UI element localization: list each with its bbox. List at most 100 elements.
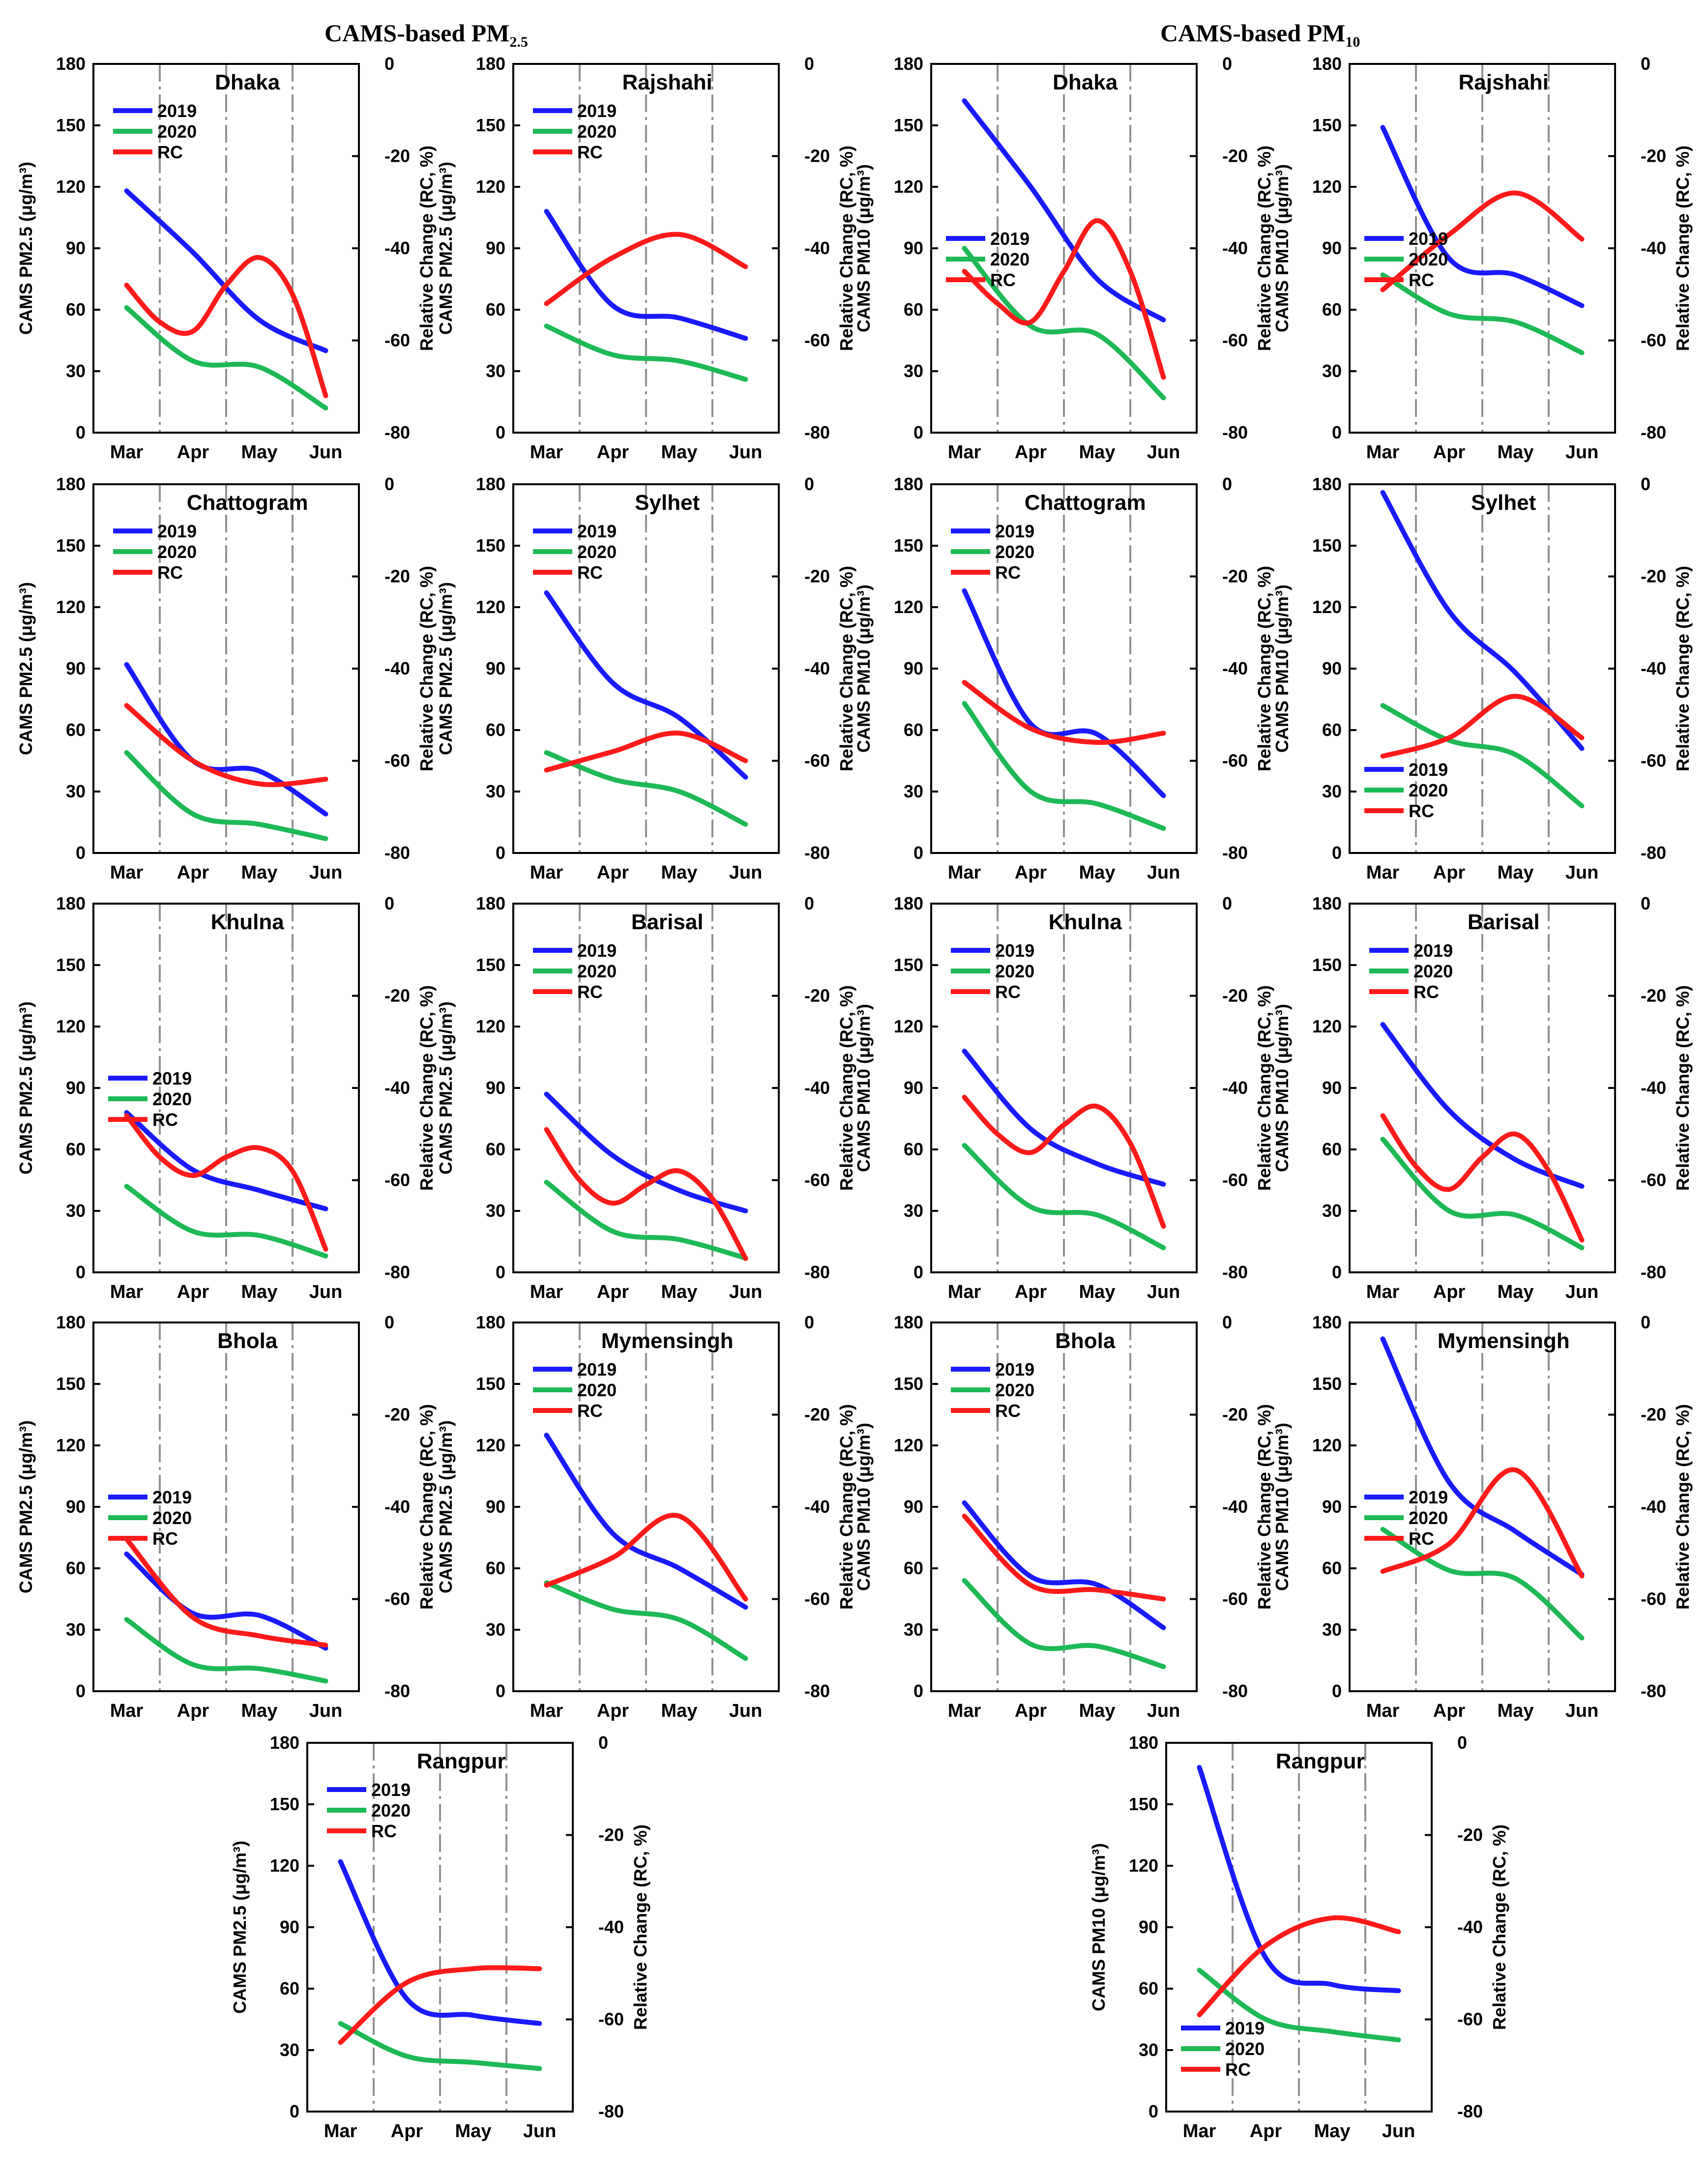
- legend-label: 2020: [157, 121, 197, 142]
- left-tick-label: 120: [56, 1016, 86, 1036]
- right-tick-label: 0: [384, 474, 394, 494]
- series-line-2019: [338, 1859, 542, 2026]
- left-tick-label: 120: [476, 1016, 505, 1036]
- x-tick-label: Mar: [110, 1701, 144, 1721]
- legend-label: 2020: [577, 1380, 617, 1400]
- left-tick-label: 0: [913, 843, 923, 863]
- x-tick-label: Mar: [948, 1282, 981, 1302]
- series-line-rc: [544, 232, 748, 306]
- chart-panel-chattogram-pm25: 0 30 60 90 120 150 180 0 -20 -40 -60 -80 Mar Apr May Ju…: [16, 474, 437, 883]
- left-tick-label: 30: [904, 1619, 923, 1640]
- series-line-rc: [962, 680, 1166, 745]
- right-tick-label: -80: [1222, 422, 1248, 442]
- left-tick-label: 90: [66, 238, 86, 258]
- left-tick-label: 0: [1332, 1262, 1342, 1282]
- left-tick-label: 180: [56, 893, 86, 913]
- right-tick-label: -20: [1222, 986, 1248, 1006]
- right-tick-label: -40: [384, 1497, 410, 1517]
- right-tick-label: -80: [1457, 2101, 1483, 2121]
- chart-panel-sylhet-pm25: 0 30 60 90 120 150 180 0 -20 -40 -60 -80 Mar Apr May Ju…: [436, 474, 856, 883]
- chart-title: Bhola: [1055, 1329, 1116, 1353]
- left-tick-label: 150: [270, 1794, 299, 1814]
- series-line-2019: [1380, 125, 1585, 308]
- legend-label: 2019: [995, 1359, 1034, 1380]
- chart-panel-rangpur-pm10: 0 30 60 90 120 150 180 0 -20 -40 -60 -80 Mar Apr May Ju…: [1089, 1733, 1509, 2142]
- x-tick-label: Apr: [1015, 1282, 1047, 1302]
- series-line-2020: [544, 323, 748, 382]
- left-tick-label: 180: [1312, 54, 1342, 74]
- left-tick-label: 90: [904, 238, 923, 258]
- legend-label: 2019: [152, 1487, 192, 1507]
- legend-label: 2019: [1225, 2018, 1265, 2038]
- x-tick-label: Apr: [177, 862, 209, 883]
- right-tick-label: 0: [1222, 1312, 1232, 1332]
- legend-label: 2020: [1225, 2039, 1265, 2059]
- left-tick-label: 30: [66, 1619, 86, 1640]
- legend-label: 2019: [1409, 229, 1448, 249]
- right-tick-label: 0: [1222, 54, 1232, 74]
- y2-axis-title: Relative Change (RC, %): [836, 146, 856, 351]
- right-tick-label: -80: [804, 1262, 830, 1282]
- right-tick-label: -60: [804, 1589, 830, 1609]
- left-tick-label: 180: [476, 474, 505, 494]
- pm10-header-text: CAMS-based PM: [1160, 19, 1346, 47]
- left-tick-label: 60: [486, 1558, 505, 1578]
- pm25-header-text: CAMS-based PM: [324, 19, 510, 47]
- series-line-2019: [124, 662, 328, 817]
- y-axis-title: CAMS PM10 (μg/m³): [1089, 1843, 1109, 2011]
- right-tick-label: -40: [1641, 1078, 1666, 1098]
- left-tick-label: 90: [486, 238, 505, 258]
- chart-title: Mymensingh: [1438, 1329, 1570, 1353]
- left-tick-label: 150: [56, 955, 86, 975]
- left-tick-label: 120: [1312, 176, 1342, 197]
- legend-label: RC: [152, 1110, 178, 1130]
- series-line-2019: [544, 209, 748, 341]
- right-tick-label: -60: [598, 2009, 624, 2029]
- series-line-2020: [124, 750, 328, 841]
- right-tick-label: -20: [1222, 146, 1248, 166]
- right-tick-label: -60: [1457, 2009, 1483, 2029]
- left-tick-label: 120: [894, 597, 923, 617]
- legend-label: RC: [995, 1401, 1021, 1421]
- y2-axis-title: Relative Change (RC, %): [1673, 146, 1693, 351]
- x-tick-label: Jun: [1147, 442, 1180, 463]
- series-line-2020: [1197, 1968, 1401, 2043]
- right-tick-label: -60: [384, 1589, 410, 1609]
- right-tick-label: -40: [804, 658, 830, 678]
- y2-axis-title: Relative Change (RC, %): [630, 1824, 650, 2030]
- chart-panel-rajshahi-pm10: 0 30 60 90 120 150 180 0 -20 -40 -60 -80 Mar Apr May Ju…: [1272, 54, 1693, 463]
- legend-label: 2020: [577, 542, 617, 562]
- right-tick-label: -20: [384, 566, 410, 587]
- left-tick-label: 0: [1148, 2101, 1158, 2121]
- series-line-rc: [124, 1113, 328, 1252]
- left-tick-label: 30: [486, 1201, 505, 1221]
- series-line-2020: [1380, 1137, 1585, 1250]
- right-tick-label: -40: [804, 1078, 830, 1098]
- left-tick-label: 60: [904, 720, 923, 740]
- legend-label: RC: [1409, 1528, 1434, 1549]
- right-tick-label: -20: [804, 986, 830, 1006]
- x-tick-label: Jun: [1565, 862, 1599, 883]
- right-tick-label: -20: [384, 146, 410, 166]
- left-tick-label: 30: [66, 1201, 86, 1221]
- legend-label: RC: [995, 562, 1021, 583]
- series-line-2019: [962, 1049, 1166, 1187]
- series-line-rc: [962, 1094, 1166, 1229]
- series-line-2019: [1197, 1765, 1401, 1994]
- right-tick-label: -40: [1641, 1497, 1666, 1517]
- left-tick-label: 180: [476, 1312, 505, 1332]
- x-tick-label: Mar: [110, 1282, 144, 1302]
- x-tick-label: Apr: [597, 862, 629, 883]
- right-tick-label: 0: [1641, 474, 1650, 494]
- series-line-2020: [124, 1617, 328, 1684]
- right-tick-label: 0: [1457, 1733, 1467, 1753]
- left-tick-label: 150: [894, 1374, 923, 1394]
- x-tick-label: May: [1498, 1282, 1534, 1302]
- left-tick-label: 120: [476, 1435, 505, 1455]
- legend-label: 2019: [577, 101, 617, 121]
- y2-axis-title: Relative Change (RC, %): [1673, 1404, 1693, 1610]
- left-tick-label: 180: [1312, 474, 1342, 494]
- left-tick-label: 120: [894, 1435, 923, 1455]
- right-tick-label: -80: [1641, 422, 1666, 442]
- series-line-2020: [124, 305, 328, 411]
